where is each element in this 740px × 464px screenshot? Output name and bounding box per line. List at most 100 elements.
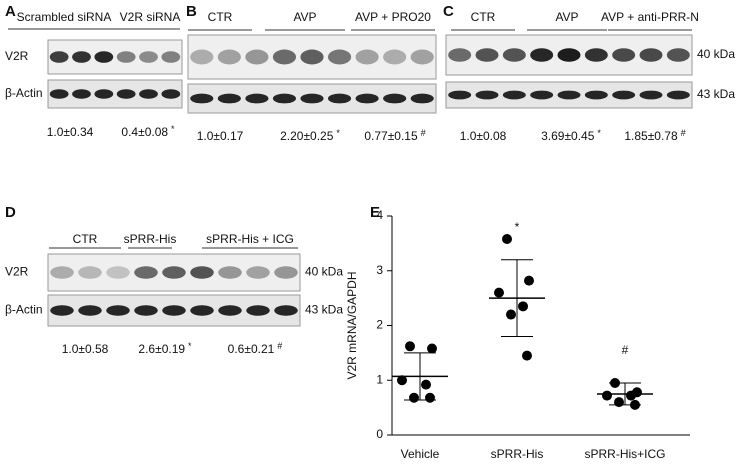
quant-value: 0.77±0.15 <box>364 129 418 143</box>
quant-mark: * <box>336 128 340 138</box>
blot-band <box>245 49 269 65</box>
y-axis-label: V2R mRNA/GAPDH <box>345 271 359 379</box>
blot-band <box>217 93 241 104</box>
panel-label: B <box>186 3 197 20</box>
blot-band <box>190 305 214 316</box>
quantification: 1.0±0.17 <box>197 129 244 143</box>
blot-band <box>355 49 379 65</box>
row-label: β-Actin <box>5 303 43 317</box>
quant-mark: # <box>681 128 686 138</box>
row-label: V2R <box>5 49 29 63</box>
point <box>427 343 437 354</box>
quantification: 1.0±0.08 <box>460 129 507 143</box>
blot-band <box>246 266 270 279</box>
blot-band <box>190 93 214 104</box>
blot-band <box>218 266 242 279</box>
blot-band <box>612 90 636 100</box>
size-label: 40 kDa <box>697 47 735 61</box>
blot-band <box>475 90 499 100</box>
blot-band <box>72 51 91 63</box>
quant-mark: # <box>277 341 282 351</box>
quantification: 0.77±0.15 # <box>364 128 425 143</box>
blot-band <box>530 48 554 62</box>
quantification: 0.4±0.08 * <box>121 124 175 139</box>
x-tick-label: sPRR-His+ICG <box>584 447 665 459</box>
blot-band <box>274 266 298 279</box>
group-label: CTR <box>73 232 98 246</box>
point <box>405 341 415 352</box>
blot-band <box>327 93 352 104</box>
quantification: 1.0±0.58 <box>62 342 109 356</box>
blot-band <box>134 266 158 279</box>
blot-band <box>639 90 663 100</box>
blot-band <box>217 49 241 65</box>
point <box>602 390 612 401</box>
blot-band <box>106 305 130 316</box>
row-label: V2R <box>5 265 29 279</box>
blot-band <box>300 93 324 104</box>
blot-band <box>162 266 186 279</box>
panel-label: A <box>5 3 16 20</box>
x-tick-label: Vehicle <box>401 447 440 459</box>
blot-band <box>383 49 407 65</box>
x-tick-label: sPRR-His <box>491 447 544 459</box>
blot-band <box>78 266 102 279</box>
point <box>626 390 636 401</box>
point <box>409 392 419 403</box>
blot-band <box>410 49 434 65</box>
panel-label: C <box>443 3 454 20</box>
size-label: 43 kDa <box>305 303 343 317</box>
blot-band <box>448 48 472 62</box>
quantification: 1.85±0.78 # <box>624 128 685 143</box>
quant-mark: * <box>597 128 601 138</box>
blot-band <box>116 51 136 63</box>
y-tick-label: 4 <box>376 208 383 222</box>
point <box>522 350 532 361</box>
blot-band <box>557 48 581 62</box>
blot-band <box>300 49 324 65</box>
quantification: 3.69±0.45 * <box>541 128 601 143</box>
blot-band <box>502 90 526 100</box>
group-label: AVP + anti-PRR-N <box>601 10 699 24</box>
blot-band <box>612 48 636 62</box>
group-label: CTR <box>471 10 496 24</box>
blot-band <box>190 266 214 279</box>
quant-value: 2.20±0.25 <box>280 129 334 143</box>
point <box>421 379 431 390</box>
blot-band <box>162 305 186 316</box>
blot-band <box>50 266 74 279</box>
blot-band <box>355 93 379 104</box>
blot-band <box>584 90 608 100</box>
blot-band <box>161 89 181 99</box>
blot-band <box>94 89 114 99</box>
quant-mark: * <box>171 124 175 134</box>
error-bar <box>609 382 641 406</box>
blot-band <box>475 48 499 62</box>
quant-value: 3.69±0.45 <box>541 129 595 143</box>
blot-band <box>116 89 136 99</box>
blot-band <box>78 305 102 316</box>
blot-band <box>383 93 407 104</box>
group-label: sPRR-His <box>124 232 177 246</box>
blot-band <box>448 90 472 100</box>
row-label: β-Actin <box>5 86 43 100</box>
group-label: AVP <box>555 10 578 24</box>
group-label: AVP <box>293 10 316 24</box>
blot-band <box>134 305 158 316</box>
group-label: CTR <box>208 10 233 24</box>
point <box>425 392 435 403</box>
quant-value: 1.0±0.34 <box>47 125 94 139</box>
blot-band <box>190 49 214 65</box>
quant-mark: # <box>421 128 426 138</box>
blot-band <box>49 51 69 63</box>
blot-band <box>94 51 114 63</box>
point <box>397 375 407 386</box>
quant-value: 0.6±0.21 <box>228 342 275 356</box>
quant-value: 1.0±0.08 <box>460 129 507 143</box>
quantification: 0.6±0.21 # <box>228 341 283 356</box>
annotation: * <box>515 220 520 234</box>
point <box>494 287 504 298</box>
panel-label: D <box>5 204 16 221</box>
blot-band <box>530 90 554 100</box>
quant-value: 1.0±0.58 <box>62 342 109 356</box>
